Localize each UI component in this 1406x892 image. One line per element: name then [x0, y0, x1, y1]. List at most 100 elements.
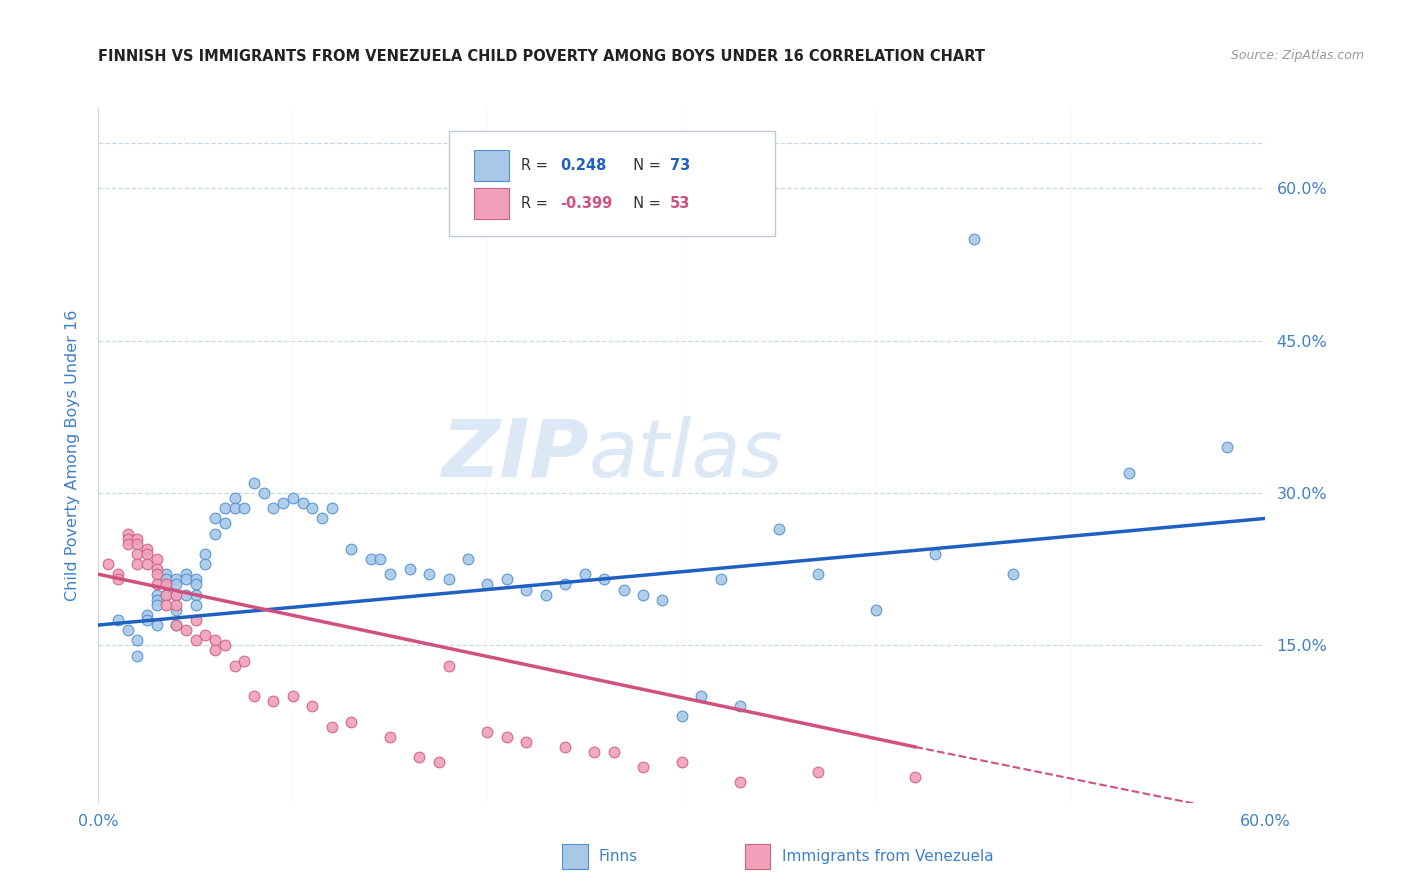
- Point: [321, 501, 343, 516]
- Point: [184, 613, 207, 627]
- Text: 0.248: 0.248: [561, 158, 607, 173]
- Point: [194, 557, 217, 571]
- Point: [224, 501, 246, 516]
- Point: [184, 577, 207, 591]
- Point: [233, 501, 256, 516]
- Point: [495, 572, 517, 586]
- Text: N =: N =: [623, 158, 665, 173]
- Point: [631, 588, 654, 602]
- Point: [340, 714, 363, 729]
- Point: [136, 547, 159, 561]
- Point: [165, 588, 187, 602]
- Point: [301, 501, 323, 516]
- Point: [224, 491, 246, 505]
- Point: [281, 689, 304, 703]
- Point: [730, 699, 752, 714]
- Text: 53: 53: [671, 196, 690, 211]
- Point: [340, 541, 363, 556]
- Point: [710, 572, 733, 586]
- Point: [155, 577, 177, 591]
- Point: [165, 618, 187, 632]
- Bar: [474, 150, 509, 181]
- Point: [515, 735, 537, 749]
- Point: [127, 532, 149, 546]
- Point: [214, 516, 236, 531]
- Point: [408, 750, 430, 764]
- Point: [127, 537, 149, 551]
- Point: [262, 501, 284, 516]
- Point: [146, 552, 169, 566]
- Point: [155, 598, 177, 612]
- Point: [477, 724, 499, 739]
- FancyBboxPatch shape: [449, 131, 775, 235]
- Point: [457, 552, 479, 566]
- Point: [418, 567, 440, 582]
- Text: N =: N =: [623, 196, 665, 211]
- Point: [146, 588, 169, 602]
- Point: [136, 541, 159, 556]
- Point: [671, 709, 693, 723]
- Point: [807, 567, 830, 582]
- Point: [574, 567, 596, 582]
- Point: [477, 577, 499, 591]
- Point: [243, 689, 266, 703]
- Text: FINNISH VS IMMIGRANTS FROM VENEZUELA CHILD POVERTY AMONG BOYS UNDER 16 CORRELATI: FINNISH VS IMMIGRANTS FROM VENEZUELA CHI…: [98, 49, 986, 64]
- Point: [117, 532, 139, 546]
- Point: [136, 613, 159, 627]
- Text: 73: 73: [671, 158, 690, 173]
- Text: atlas: atlas: [589, 416, 783, 494]
- Point: [184, 572, 207, 586]
- Point: [204, 526, 226, 541]
- Y-axis label: Child Poverty Among Boys Under 16: Child Poverty Among Boys Under 16: [65, 310, 80, 600]
- Point: [146, 562, 169, 576]
- Point: [398, 562, 420, 576]
- Point: [204, 511, 226, 525]
- Point: [214, 501, 236, 516]
- Point: [262, 694, 284, 708]
- Point: [174, 588, 197, 602]
- Point: [730, 775, 752, 789]
- Point: [117, 537, 139, 551]
- Point: [281, 491, 304, 505]
- Point: [495, 730, 517, 744]
- Point: [962, 232, 984, 246]
- Point: [204, 643, 226, 657]
- Point: [174, 623, 197, 637]
- Text: R =: R =: [520, 196, 553, 211]
- Point: [427, 755, 450, 769]
- Point: [807, 765, 830, 780]
- Point: [378, 567, 402, 582]
- Point: [107, 567, 129, 582]
- Point: [165, 577, 187, 591]
- Point: [554, 739, 576, 754]
- Point: [603, 745, 626, 759]
- Point: [583, 745, 606, 759]
- Point: [194, 628, 217, 642]
- Point: [97, 557, 120, 571]
- Point: [865, 603, 887, 617]
- Point: [146, 592, 169, 607]
- Point: [554, 577, 576, 591]
- Point: [233, 654, 256, 668]
- Text: R =: R =: [520, 158, 557, 173]
- Text: Immigrants from Venezuela: Immigrants from Venezuela: [782, 849, 994, 863]
- Point: [117, 526, 139, 541]
- Point: [311, 511, 333, 525]
- Point: [136, 607, 159, 622]
- Point: [1001, 567, 1024, 582]
- Point: [904, 771, 927, 785]
- Point: [370, 552, 392, 566]
- Text: -0.399: -0.399: [561, 196, 613, 211]
- Point: [184, 588, 207, 602]
- Point: [924, 547, 946, 561]
- Point: [194, 547, 217, 561]
- Point: [631, 760, 654, 774]
- Point: [321, 720, 343, 734]
- Point: [117, 623, 139, 637]
- Point: [127, 557, 149, 571]
- Point: [593, 572, 616, 586]
- Point: [184, 633, 207, 648]
- Point: [291, 496, 314, 510]
- Point: [515, 582, 537, 597]
- Point: [253, 486, 276, 500]
